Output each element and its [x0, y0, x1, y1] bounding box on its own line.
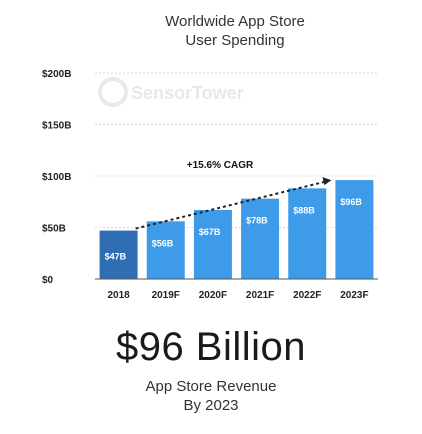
subtitle-line-2: By 2023 [183, 397, 239, 414]
bar-2021F [241, 198, 280, 279]
bar-value-label: $56B [152, 238, 174, 248]
bar-value-label: $88B [293, 205, 315, 215]
watermark-logo: SensorTower [98, 77, 244, 107]
x-tick-label: 2018 [107, 290, 130, 301]
bar-2022F [288, 188, 327, 279]
cagr-annotation: +15.6% CAGR [187, 160, 254, 171]
x-tick-label: 2019F [152, 290, 180, 301]
chart-title-line-1: Worldwide App Store [165, 13, 305, 30]
x-tick-label: 2023F [340, 290, 368, 301]
headline-value: $96 Billion [115, 325, 307, 369]
chart-title-line-2: User Spending [185, 32, 285, 49]
x-tick-label: 2020F [199, 290, 227, 301]
watermark-icon [98, 77, 128, 107]
bar-value-label: $78B [246, 216, 268, 226]
trend-arrowhead [322, 177, 332, 186]
y-tick-label: $100B [42, 172, 71, 183]
bar-value-label: $67B [199, 227, 221, 237]
bar-chart: $0 $50B $100B $150B $200B SensorTower $47B 2018… [42, 69, 378, 301]
bar-2023F [335, 180, 374, 279]
subtitle-line-1: App Store Revenue [145, 378, 277, 395]
bar-value-label: $96B [340, 197, 362, 207]
y-tick-label: $150B [42, 121, 71, 132]
y-tick-label: $50B [42, 224, 66, 235]
bar-2018 [99, 230, 138, 279]
bar-2020F [193, 209, 232, 279]
y-tick-label: $0 [42, 275, 54, 286]
trend-arrow-line [135, 180, 326, 230]
x-tick-label: 2022F [293, 290, 321, 301]
bar-value-label: $47B [105, 252, 127, 262]
y-tick-label: $200B [42, 69, 71, 80]
watermark-text: SensorTower [131, 83, 244, 103]
x-tick-label: 2021F [246, 290, 274, 301]
bar-2019F [146, 221, 185, 279]
